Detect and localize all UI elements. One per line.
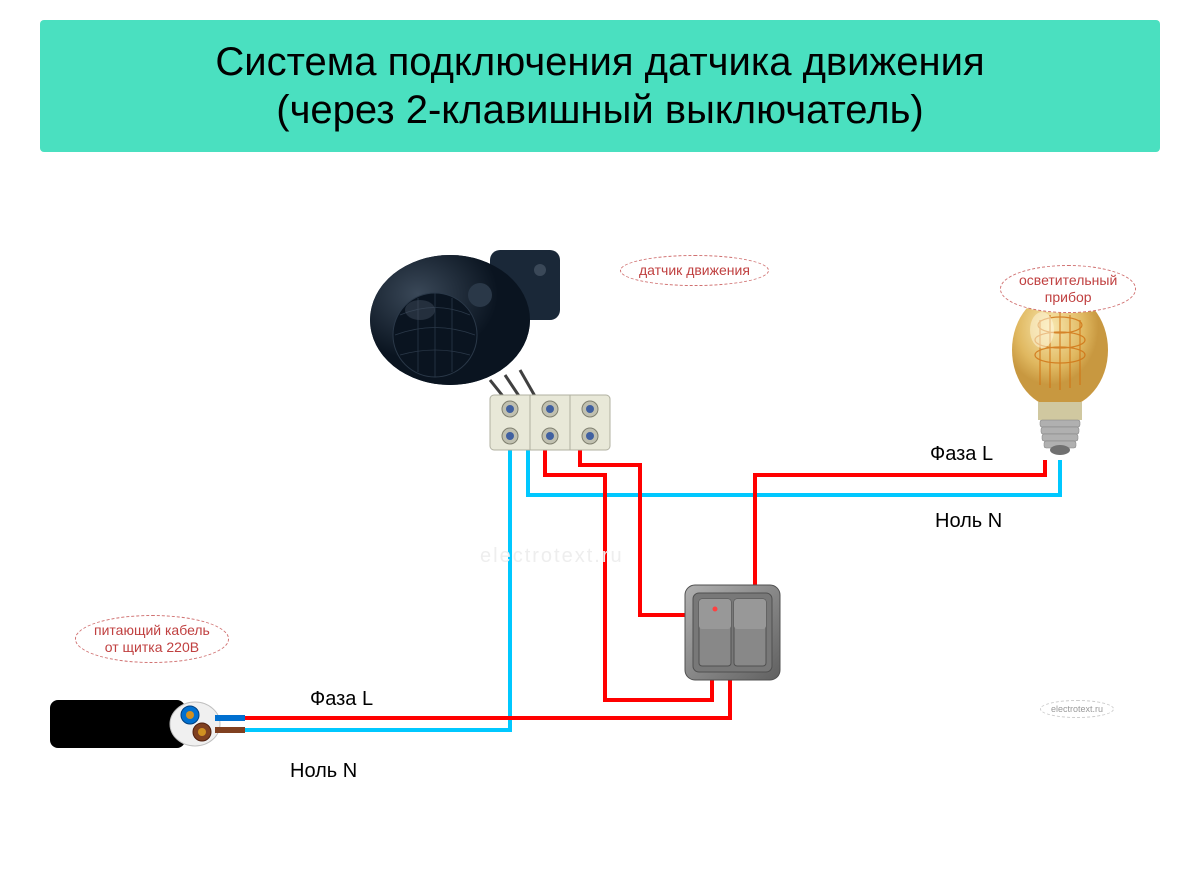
callout-text-line2: прибор <box>1045 289 1092 305</box>
supply-cable <box>50 700 245 748</box>
callout-text-line1: осветительный <box>1019 272 1117 288</box>
motion-sensor <box>370 250 560 405</box>
light-bulb <box>1012 292 1108 455</box>
wall-switch <box>685 585 780 680</box>
terminal-block <box>490 395 610 450</box>
label-phase-top: Фаза L <box>930 443 993 466</box>
callout-text-line2: от щитка 220В <box>105 639 199 655</box>
label-neutral-top: Ноль N <box>935 510 1002 533</box>
label-neutral-bottom: Ноль N <box>290 760 357 783</box>
callout-motion-sensor: датчик движения <box>620 255 769 286</box>
attribution: electrotext.ru <box>1040 700 1114 718</box>
callout-text: датчик движения <box>639 262 750 278</box>
neutral-wire-cable-to-terminal <box>240 450 510 730</box>
callout-text-line1: питающий кабель <box>94 622 210 638</box>
wiring-diagram <box>0 0 1200 879</box>
callout-light-fixture: осветительный прибор <box>1000 265 1136 313</box>
label-phase-bottom: Фаза L <box>310 688 373 711</box>
watermark: electrotext.ru <box>480 545 624 568</box>
callout-supply-cable: питающий кабель от щитка 220В <box>75 615 229 663</box>
